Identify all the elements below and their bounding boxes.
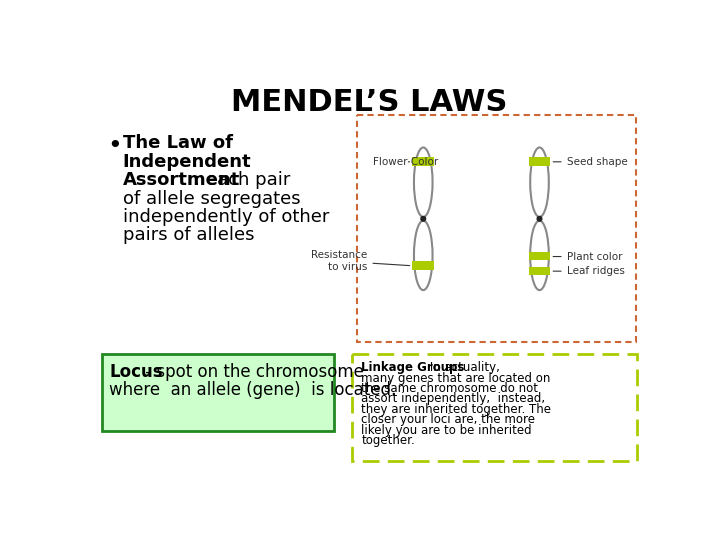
Text: Linkage Groups: Linkage Groups [361, 361, 464, 374]
Text: the same chromosome do not: the same chromosome do not [361, 382, 539, 395]
Text: The Law of: The Law of [122, 134, 233, 152]
Ellipse shape [414, 221, 433, 290]
Text: many genes that are located on: many genes that are located on [361, 372, 551, 384]
Text: likely you are to be inherited: likely you are to be inherited [361, 423, 532, 437]
Text: Seed shape: Seed shape [553, 157, 627, 167]
Text: - In actuality,: - In actuality, [418, 361, 500, 374]
Circle shape [537, 217, 542, 221]
Text: Leaf ridges: Leaf ridges [553, 266, 624, 276]
Text: independently of other: independently of other [122, 208, 329, 226]
Text: Resistance
to virus: Resistance to virus [311, 251, 410, 272]
Text: they are inherited together. The: they are inherited together. The [361, 403, 552, 416]
Text: MENDEL’S LAWS: MENDEL’S LAWS [231, 88, 507, 117]
Text: pairs of alleles: pairs of alleles [122, 226, 254, 245]
Ellipse shape [414, 147, 433, 217]
Text: : each pair: : each pair [194, 171, 290, 189]
Ellipse shape [530, 221, 549, 290]
FancyBboxPatch shape [413, 157, 434, 166]
Text: Flower Color: Flower Color [373, 157, 438, 167]
Text: Plant color: Plant color [553, 252, 622, 261]
FancyBboxPatch shape [528, 157, 550, 166]
Text: closer your loci are, the more: closer your loci are, the more [361, 413, 535, 426]
Text: - spot on the chromosome: - spot on the chromosome [140, 363, 364, 381]
FancyBboxPatch shape [528, 252, 550, 260]
Text: together.: together. [361, 434, 415, 447]
FancyBboxPatch shape [528, 267, 550, 275]
Text: Locus: Locus [109, 363, 163, 381]
Text: assort independently,  instead,: assort independently, instead, [361, 393, 545, 406]
Text: where  an allele (gene)  is located.: where an allele (gene) is located. [109, 381, 397, 399]
Text: Assortment: Assortment [122, 171, 240, 189]
Text: Independent: Independent [122, 153, 251, 171]
FancyBboxPatch shape [413, 261, 434, 269]
FancyBboxPatch shape [102, 354, 334, 430]
FancyBboxPatch shape [352, 354, 637, 461]
FancyBboxPatch shape [357, 115, 636, 342]
Circle shape [421, 217, 426, 221]
Text: of allele segregates: of allele segregates [122, 190, 300, 207]
Ellipse shape [530, 147, 549, 217]
Text: •: • [107, 134, 122, 158]
